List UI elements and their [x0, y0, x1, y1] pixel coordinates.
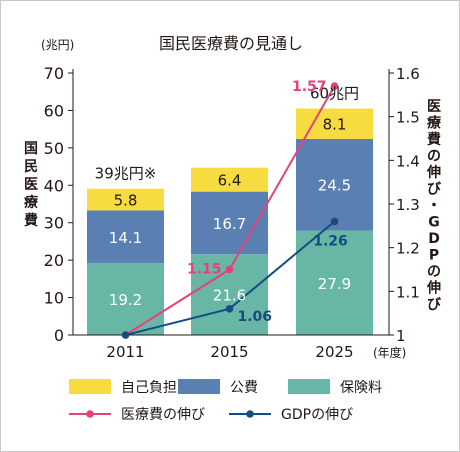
bar-2025-保険料: [296, 230, 373, 335]
total-label-2011: 39兆円※: [95, 165, 157, 183]
point-GDPの伸び-2015: [225, 305, 234, 313]
bar-2011-自己負担: [87, 188, 164, 211]
left-tick-label: 20: [44, 251, 64, 270]
legend-swatch-自己負担: [69, 379, 111, 394]
bar-value-label: 24.5: [318, 177, 351, 195]
line-value-label: 1.06: [238, 309, 273, 325]
point-GDPの伸び-2011: [121, 331, 130, 339]
right-tick-label: 1.1: [396, 283, 420, 301]
right-tick-label: 1.2: [396, 240, 420, 258]
line-value-label: 1.57: [292, 79, 327, 95]
legend-label: GDPの伸び: [281, 407, 353, 423]
bar-2011-保険料: [87, 263, 164, 335]
x-tick-label: 2025: [315, 343, 353, 361]
left-tick-label: 60: [44, 101, 64, 120]
bar-value-label: 19.2: [109, 291, 142, 309]
left-axis-title: 国民医療費: [24, 141, 39, 229]
bar-value-label: 16.7: [213, 215, 246, 233]
line-value-label: 1.15: [187, 262, 222, 278]
left-tick-label: 0: [54, 326, 64, 345]
bar-2025-自己負担: [296, 108, 373, 139]
x-unit-label: (年度): [373, 345, 406, 360]
bar-value-label: 8.1: [323, 116, 347, 134]
left-tick-label: 50: [44, 139, 64, 158]
bar-value-label: 6.4: [218, 172, 242, 190]
total-label-2025: 60兆円: [310, 85, 359, 103]
legend-marker-医療費の伸び: [86, 410, 94, 418]
point-医療費の伸び-2025: [330, 82, 339, 90]
chart-title: 国民医療費の見通し: [159, 34, 303, 53]
legend-label: 自己負担: [121, 380, 177, 396]
left-tick-label: 10: [44, 289, 64, 308]
legend-swatch-保険料: [288, 379, 330, 394]
right-tick-label: 1.6: [396, 65, 420, 83]
bar-value-label: 14.1: [109, 229, 142, 247]
bar-2025-公費: [296, 138, 373, 231]
right-tick-label: 1.3: [396, 196, 420, 214]
legend-label: 医療費の伸び: [121, 406, 205, 423]
right-tick-label: 1.5: [396, 109, 420, 127]
line-value-label: 1.26: [313, 233, 348, 249]
bar-value-label: 21.6: [213, 287, 246, 305]
left-tick-label: 30: [44, 214, 64, 233]
legend-swatch-公費: [178, 379, 220, 394]
bar-2011-公費: [87, 210, 164, 264]
legend-marker-GDPの伸び: [246, 410, 254, 418]
x-tick-label: 2011: [106, 343, 144, 361]
bar-value-label: 5.8: [114, 192, 138, 210]
right-tick-label: 1: [396, 327, 406, 345]
legend-label: 公費: [230, 380, 258, 396]
right-tick-label: 1.4: [396, 152, 420, 170]
left-tick-label: 70: [44, 64, 64, 83]
x-tick-label: 2015: [210, 343, 248, 361]
left-tick-label: 40: [44, 176, 64, 195]
point-GDPの伸び-2025: [330, 217, 339, 226]
bar-2015-自己負担: [191, 167, 268, 192]
right-axis-title: 医療費の伸び・ G D P の伸び: [426, 99, 442, 313]
bar-value-label: 27.9: [318, 275, 351, 293]
legend-label: 保険料: [340, 380, 382, 396]
point-医療費の伸び-2015: [225, 265, 234, 274]
left-unit-label: (兆円): [41, 38, 74, 52]
